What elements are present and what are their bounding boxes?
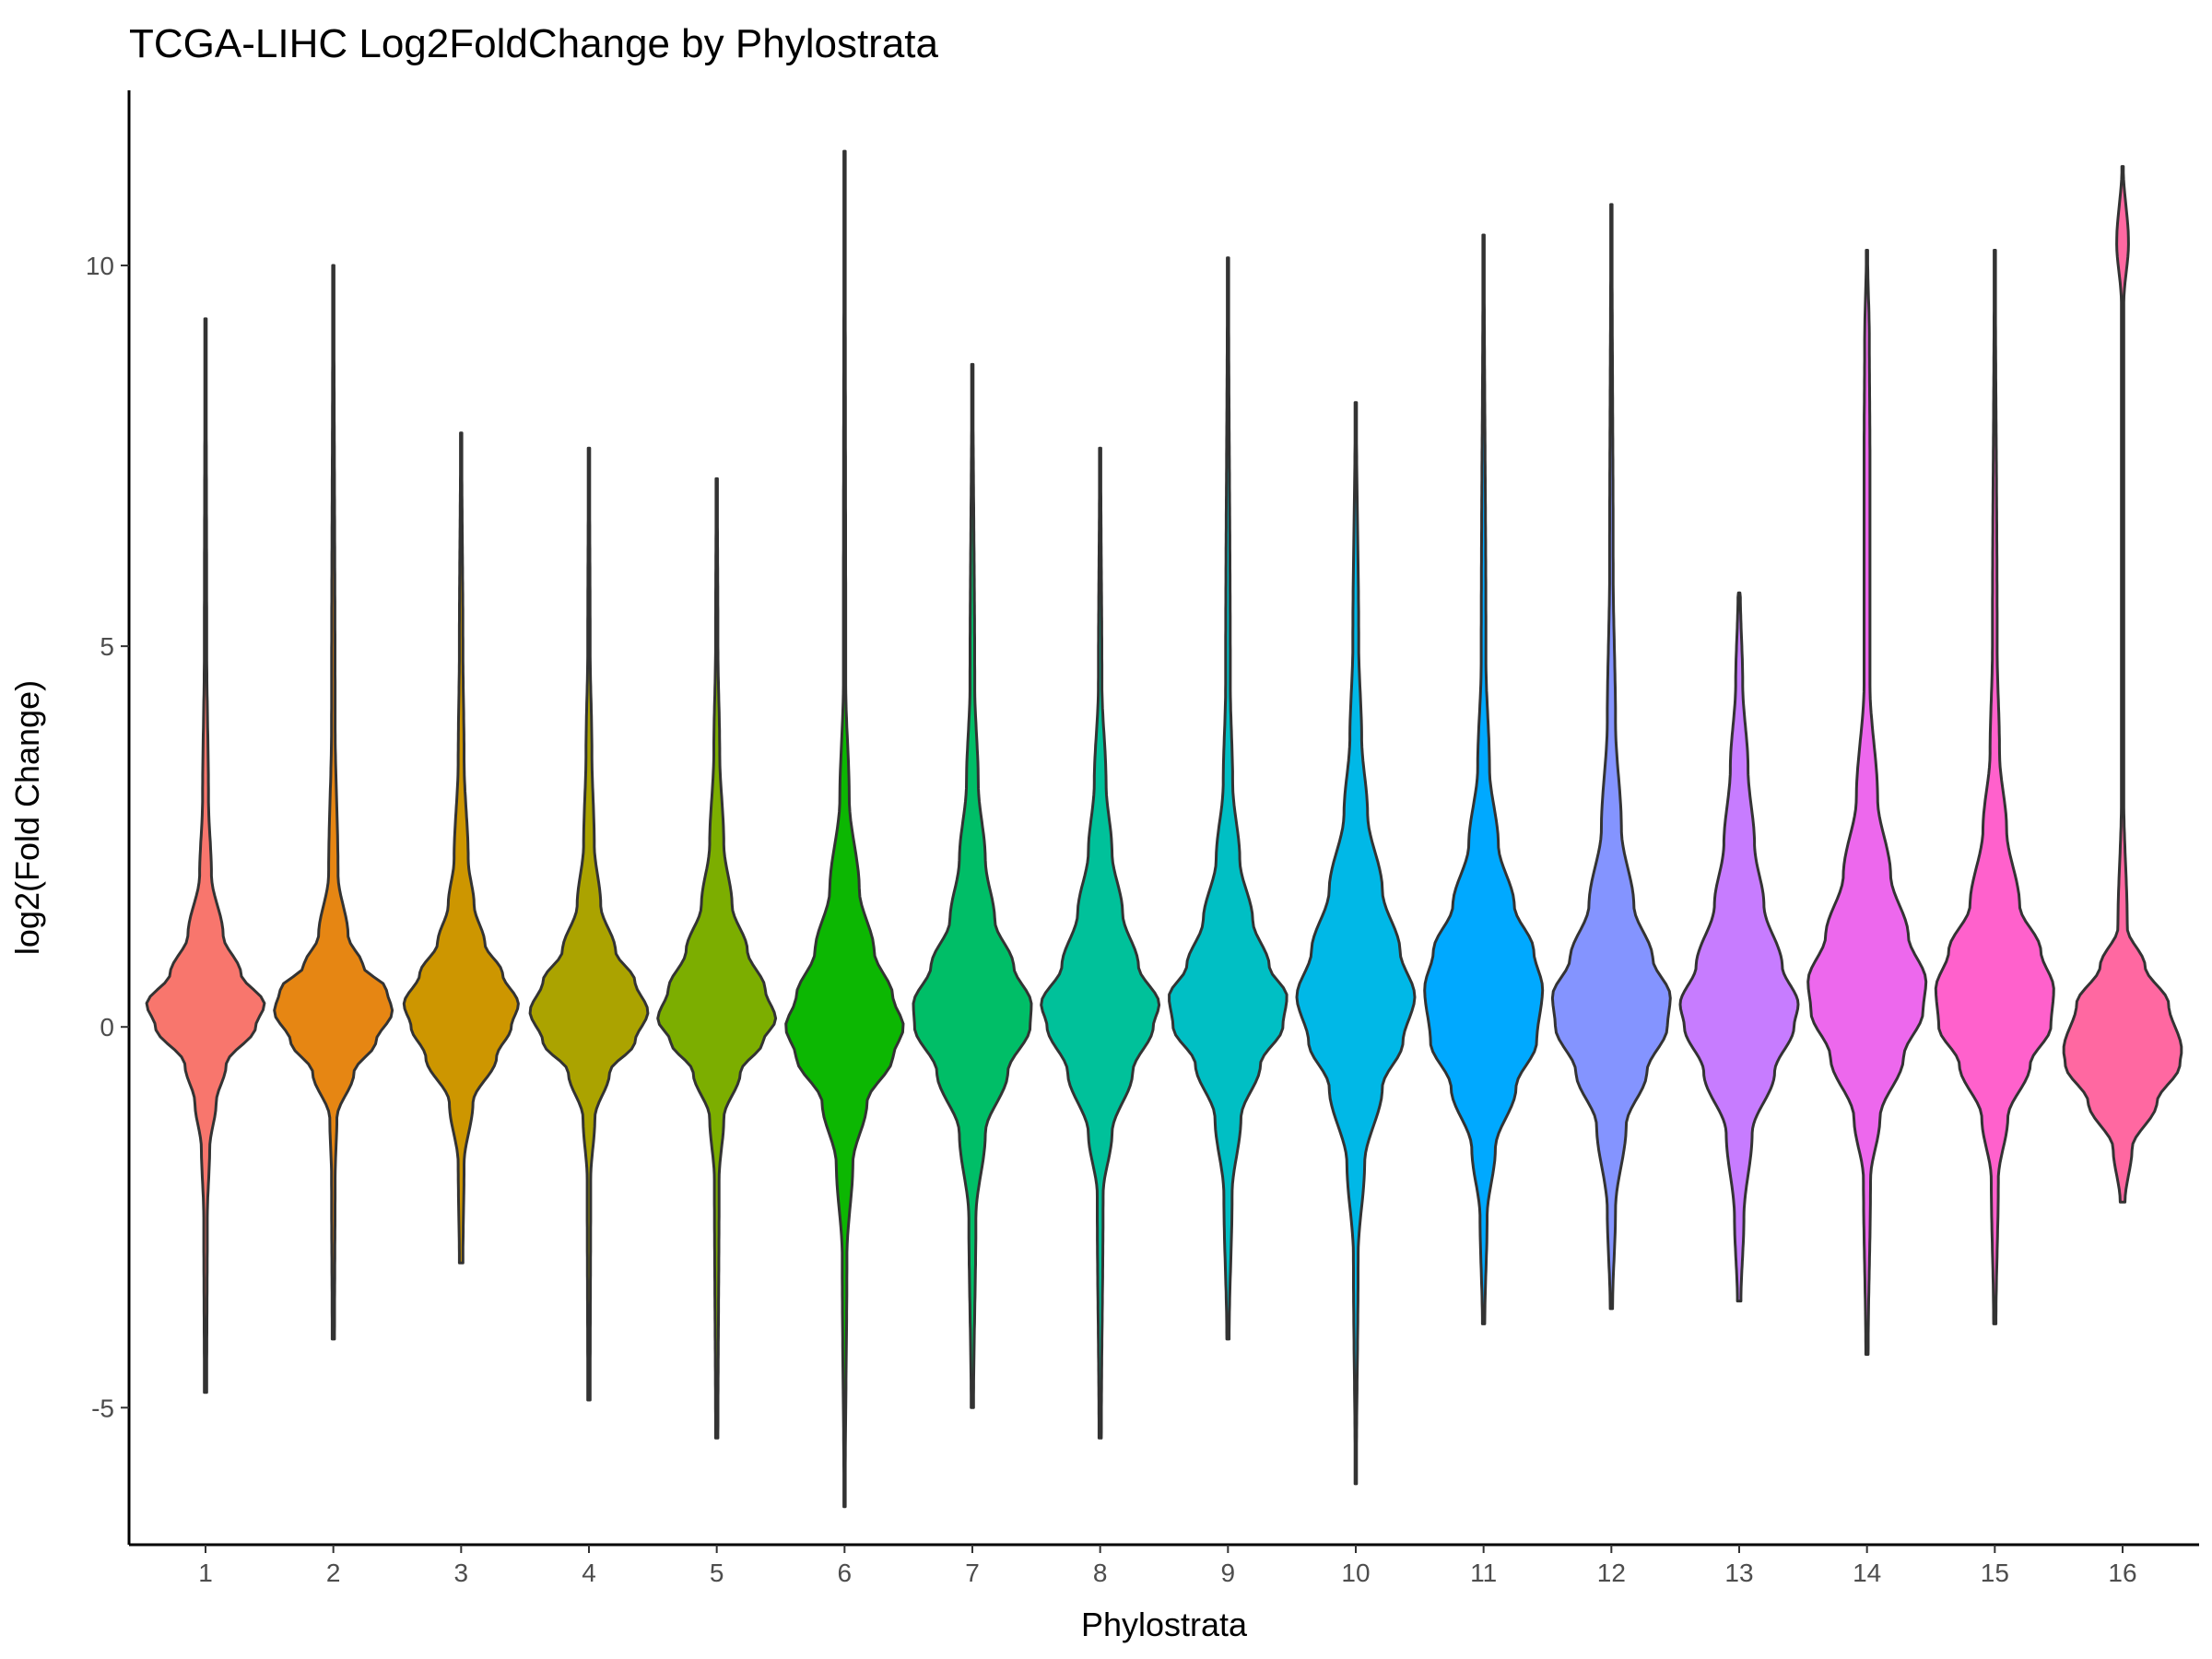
violin-phylostrata-13 [1678, 591, 1800, 1303]
violin-phylostrata-3 [402, 431, 520, 1265]
y-tick-label: -5 [91, 1394, 114, 1422]
x-axis-title: Phylostrata [1081, 1606, 1248, 1643]
x-tick-label: 12 [1597, 1559, 1626, 1587]
x-tick-label: 7 [965, 1559, 980, 1587]
x-tick-label: 13 [1724, 1559, 1753, 1587]
x-tick-label: 8 [1093, 1559, 1108, 1587]
violin-phylostrata-10 [1295, 401, 1417, 1486]
chart-title: TCGA-LIHC Log2FoldChange by Phylostrata [129, 21, 939, 66]
x-tick-label: 10 [1341, 1559, 1370, 1587]
y-tick-label: 0 [100, 1013, 114, 1041]
violin-phylostrata-14 [1806, 249, 1928, 1356]
x-tick-label: 4 [582, 1559, 596, 1587]
violin-phylostrata-12 [1550, 203, 1672, 1311]
y-tick-label: 5 [100, 632, 114, 661]
x-tick-label: 1 [198, 1559, 213, 1587]
x-tick-label: 9 [1221, 1559, 1236, 1587]
x-tick-label: 16 [2108, 1559, 2136, 1587]
violin-phylostrata-9 [1168, 256, 1288, 1341]
x-tick-label: 2 [326, 1559, 341, 1587]
x-tick-label: 15 [1981, 1559, 2009, 1587]
x-tick-label: 3 [454, 1559, 469, 1587]
y-tick-label: 10 [86, 252, 114, 280]
violin-phylostrata-2 [273, 264, 394, 1341]
violin-phylostrata-5 [656, 477, 778, 1440]
violin-group [145, 149, 2183, 1509]
violin-phylostrata-15 [1934, 249, 2055, 1325]
violin-phylostrata-11 [1423, 233, 1545, 1325]
y-axis-ticks: -5 0 5 10 [86, 252, 129, 1422]
violin-phylostrata-1 [145, 317, 266, 1394]
violin-phylostrata-8 [1040, 446, 1161, 1440]
x-tick-label: 6 [838, 1559, 853, 1587]
x-axis-ticks: 1 2 3 4 5 6 7 8 9 10 11 12 13 14 15 16 [198, 1545, 2137, 1587]
x-tick-label: 14 [1853, 1559, 1881, 1587]
violin-phylostrata-7 [912, 362, 1033, 1409]
violin-phylostrata-4 [528, 446, 650, 1402]
x-tick-label: 5 [710, 1559, 724, 1587]
y-axis-title: log2(Fold Change) [8, 680, 46, 955]
violin-phylostrata-16 [2062, 165, 2183, 1204]
violin-phylostrata-6 [784, 149, 905, 1509]
x-tick-label: 11 [1470, 1559, 1497, 1587]
